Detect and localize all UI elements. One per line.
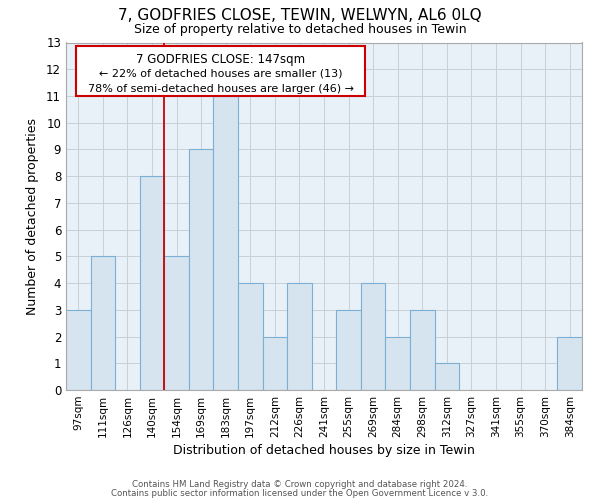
Bar [164, 256, 189, 390]
Text: Contains HM Land Registry data © Crown copyright and database right 2024.: Contains HM Land Registry data © Crown c… [132, 480, 468, 489]
Text: 7 GODFRIES CLOSE: 147sqm: 7 GODFRIES CLOSE: 147sqm [136, 53, 305, 66]
Bar [238, 283, 263, 390]
Text: Size of property relative to detached houses in Tewin: Size of property relative to detached ho… [134, 22, 466, 36]
Bar [361, 283, 385, 390]
Bar [336, 310, 361, 390]
Text: 78% of semi-detached houses are larger (46) →: 78% of semi-detached houses are larger (… [88, 84, 354, 94]
FancyBboxPatch shape [76, 46, 365, 96]
Bar [140, 176, 164, 390]
Bar [263, 336, 287, 390]
Y-axis label: Number of detached properties: Number of detached properties [26, 118, 39, 315]
Bar [434, 364, 459, 390]
Bar [91, 256, 115, 390]
X-axis label: Distribution of detached houses by size in Tewin: Distribution of detached houses by size … [173, 444, 475, 457]
Bar [189, 150, 214, 390]
Bar [214, 96, 238, 390]
Bar [66, 310, 91, 390]
Text: Contains public sector information licensed under the Open Government Licence v : Contains public sector information licen… [112, 488, 488, 498]
Text: 7, GODFRIES CLOSE, TEWIN, WELWYN, AL6 0LQ: 7, GODFRIES CLOSE, TEWIN, WELWYN, AL6 0L… [118, 8, 482, 22]
Bar [557, 336, 582, 390]
Text: ← 22% of detached houses are smaller (13): ← 22% of detached houses are smaller (13… [99, 68, 343, 78]
Bar [287, 283, 312, 390]
Bar [385, 336, 410, 390]
Bar [410, 310, 434, 390]
